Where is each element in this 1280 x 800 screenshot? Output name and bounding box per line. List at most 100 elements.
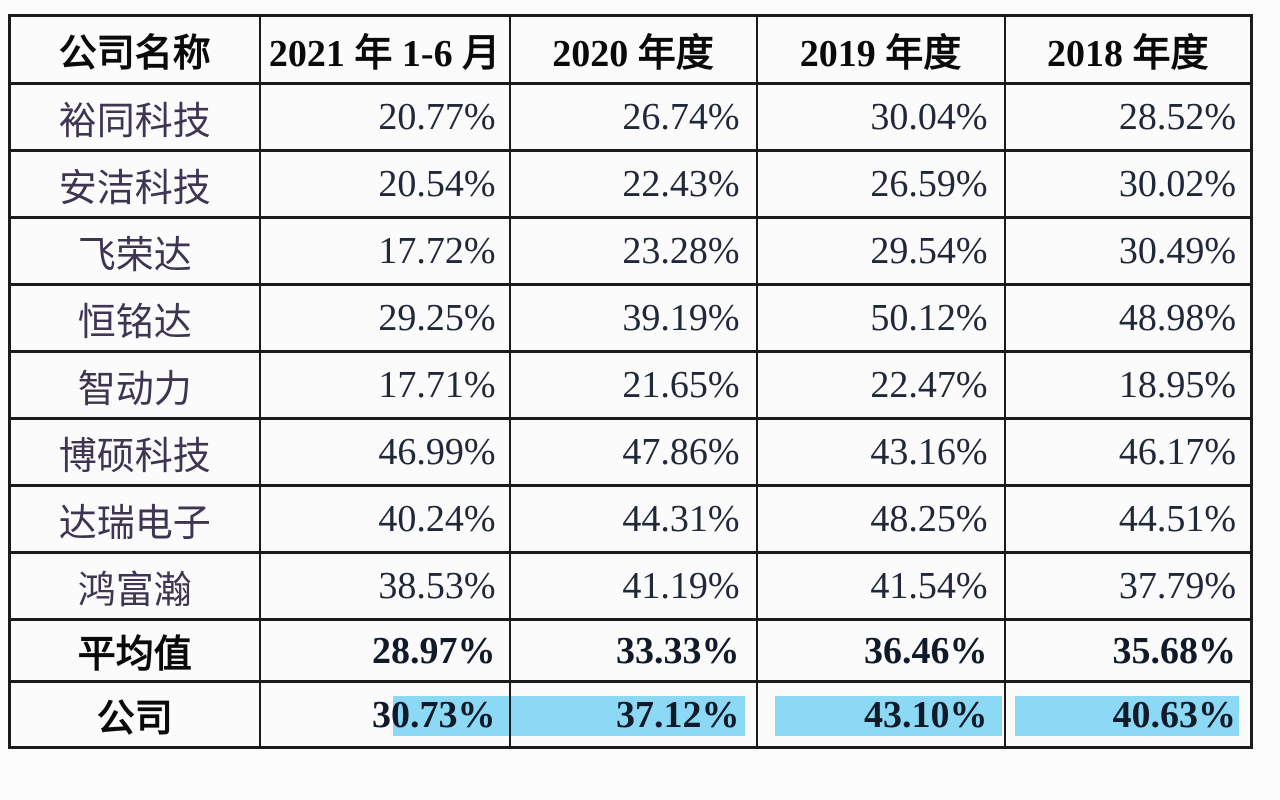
company-name-cell: 恒铭达 xyxy=(8,283,261,353)
percentage-value: 39.19% xyxy=(622,297,740,339)
percentage-value: 43.16% xyxy=(870,431,988,473)
value-cell-2019: 26.59% xyxy=(755,149,1006,219)
table-row: 公司 30.73% 37.12% 43.10% 40.63% xyxy=(8,680,1253,749)
percentage-value: 28.97% xyxy=(372,629,496,672)
value-cell-2020: 47.86% xyxy=(508,417,758,487)
percentage-value: 30.73% xyxy=(372,693,496,736)
highlight-stripe xyxy=(774,695,1002,736)
percentage-value: 30.02% xyxy=(1118,163,1236,205)
percentage-value: 17.71% xyxy=(378,364,496,406)
percentage-value: 26.59% xyxy=(870,163,988,205)
value-cell-2018: 48.98% xyxy=(1003,283,1253,353)
percentage-value: 28.52% xyxy=(1118,96,1236,138)
value-cell-2020: 44.31% xyxy=(508,484,758,554)
value-cell-2018: 44.51% xyxy=(1003,484,1253,554)
percentage-value: 30.49% xyxy=(1118,230,1236,272)
percentage-value: 26.74% xyxy=(622,96,740,138)
percentage-value: 30.04% xyxy=(870,96,988,138)
value-cell-2021-h1: 30.73% xyxy=(258,680,511,749)
table-row: 裕同科技 20.77% 26.74% 30.04% 28.52% xyxy=(8,82,1253,152)
percentage-value: 44.51% xyxy=(1118,498,1236,540)
value-cell-2018: 40.63% xyxy=(1003,680,1253,749)
column-header-2019: 2019 年度 xyxy=(755,14,1006,85)
table-row: 博硕科技 46.99% 47.86% 43.16% 46.17% xyxy=(8,417,1253,487)
value-cell-2020: 23.28% xyxy=(508,216,758,286)
value-cell-2021-h1: 28.97% xyxy=(258,618,511,683)
company-name-cell: 安洁科技 xyxy=(8,149,261,219)
value-cell-2021-h1: 46.99% xyxy=(258,417,511,487)
percentage-value: 23.28% xyxy=(622,230,740,272)
value-cell-2018: 37.79% xyxy=(1003,551,1253,621)
percentage-value: 46.17% xyxy=(1118,431,1236,473)
percentage-value: 48.98% xyxy=(1118,297,1236,339)
company-name-cell: 飞荣达 xyxy=(8,216,261,286)
value-cell-2020: 22.43% xyxy=(508,149,758,219)
column-header-2020: 2020 年度 xyxy=(508,14,758,85)
percentage-value: 47.86% xyxy=(622,431,740,473)
value-cell-2021-h1: 17.72% xyxy=(258,216,511,286)
percentage-value: 38.53% xyxy=(378,565,496,607)
table-row: 达瑞电子 40.24% 44.31% 48.25% 44.51% xyxy=(8,484,1253,554)
value-cell-2020: 26.74% xyxy=(508,82,758,152)
value-cell-2018: 30.49% xyxy=(1003,216,1253,286)
percentage-value: 41.19% xyxy=(622,565,740,607)
column-header-2021-h1: 2021 年 1-6 月 xyxy=(258,14,511,85)
value-cell-2019: 30.04% xyxy=(755,82,1006,152)
percentage-value: 29.54% xyxy=(870,230,988,272)
value-cell-2019: 43.10% xyxy=(755,680,1006,749)
percentage-value: 22.43% xyxy=(622,163,740,205)
percentage-value: 21.65% xyxy=(622,364,740,406)
table-row: 智动力 17.71% 21.65% 22.47% 18.95% xyxy=(8,350,1253,420)
value-cell-2021-h1: 17.71% xyxy=(258,350,511,420)
percentage-value: 17.72% xyxy=(378,230,496,272)
highlight-stripe xyxy=(392,695,508,736)
company-name-cell: 智动力 xyxy=(8,350,261,420)
percentage-value: 46.99% xyxy=(378,431,496,473)
company-name-cell: 公司 xyxy=(8,680,261,749)
table-row: 鸿富瀚 38.53% 41.19% 41.54% 37.79% xyxy=(8,551,1253,621)
value-cell-2018: 18.95% xyxy=(1003,350,1253,420)
company-name-cell: 裕同科技 xyxy=(8,82,261,152)
company-name-cell: 鸿富瀚 xyxy=(8,551,261,621)
value-cell-2018: 28.52% xyxy=(1003,82,1253,152)
percentage-value: 41.54% xyxy=(870,565,988,607)
percentage-value: 40.63% xyxy=(1112,693,1237,736)
value-cell-2021-h1: 20.77% xyxy=(258,82,511,152)
percentage-value: 35.68% xyxy=(1112,629,1237,672)
percentage-value: 20.77% xyxy=(378,96,496,138)
value-cell-2020: 41.19% xyxy=(508,551,758,621)
value-cell-2018: 30.02% xyxy=(1003,149,1253,219)
value-cell-2021-h1: 29.25% xyxy=(258,283,511,353)
value-cell-2021-h1: 38.53% xyxy=(258,551,511,621)
table-row: 飞荣达 17.72% 23.28% 29.54% 30.49% xyxy=(8,216,1253,286)
table-row: 恒铭达 29.25% 39.19% 50.12% 48.98% xyxy=(8,283,1253,353)
percentage-value: 18.95% xyxy=(1118,364,1236,406)
table-row: 安洁科技 20.54% 22.43% 26.59% 30.02% xyxy=(8,149,1253,219)
table-body: 裕同科技 20.77% 26.74% 30.04% 28.52% 安洁科技 20… xyxy=(8,82,1253,749)
value-cell-2021-h1: 40.24% xyxy=(258,484,511,554)
value-cell-2020: 33.33% xyxy=(508,618,758,683)
column-header-company-name: 公司名称 xyxy=(8,14,261,85)
company-name-cell: 平均值 xyxy=(8,618,261,683)
company-name-cell: 博硕科技 xyxy=(8,417,261,487)
highlight-stripe xyxy=(1014,695,1239,736)
column-header-2018: 2018 年度 xyxy=(1003,14,1253,85)
value-cell-2019: 48.25% xyxy=(755,484,1006,554)
percentage-value: 29.25% xyxy=(378,297,496,339)
value-cell-2019: 43.16% xyxy=(755,417,1006,487)
company-name-cell: 达瑞电子 xyxy=(8,484,261,554)
percentage-value: 22.47% xyxy=(870,364,988,406)
value-cell-2020: 37.12% xyxy=(508,680,758,749)
value-cell-2018: 46.17% xyxy=(1003,417,1253,487)
highlight-stripe xyxy=(511,695,745,736)
percentage-value: 37.12% xyxy=(616,693,740,736)
percentage-value: 36.46% xyxy=(864,629,988,672)
percentage-value: 43.10% xyxy=(864,693,988,736)
percentage-value: 37.79% xyxy=(1118,565,1236,607)
percentage-value: 50.12% xyxy=(870,297,988,339)
value-cell-2020: 21.65% xyxy=(508,350,758,420)
value-cell-2019: 41.54% xyxy=(755,551,1006,621)
table-row: 平均值 28.97% 33.33% 36.46% 35.68% xyxy=(8,618,1253,683)
value-cell-2021-h1: 20.54% xyxy=(258,149,511,219)
gross-margin-comparison-table: 公司名称 2021 年 1-6 月 2020 年度 2019 年度 2018 年… xyxy=(8,14,1253,749)
